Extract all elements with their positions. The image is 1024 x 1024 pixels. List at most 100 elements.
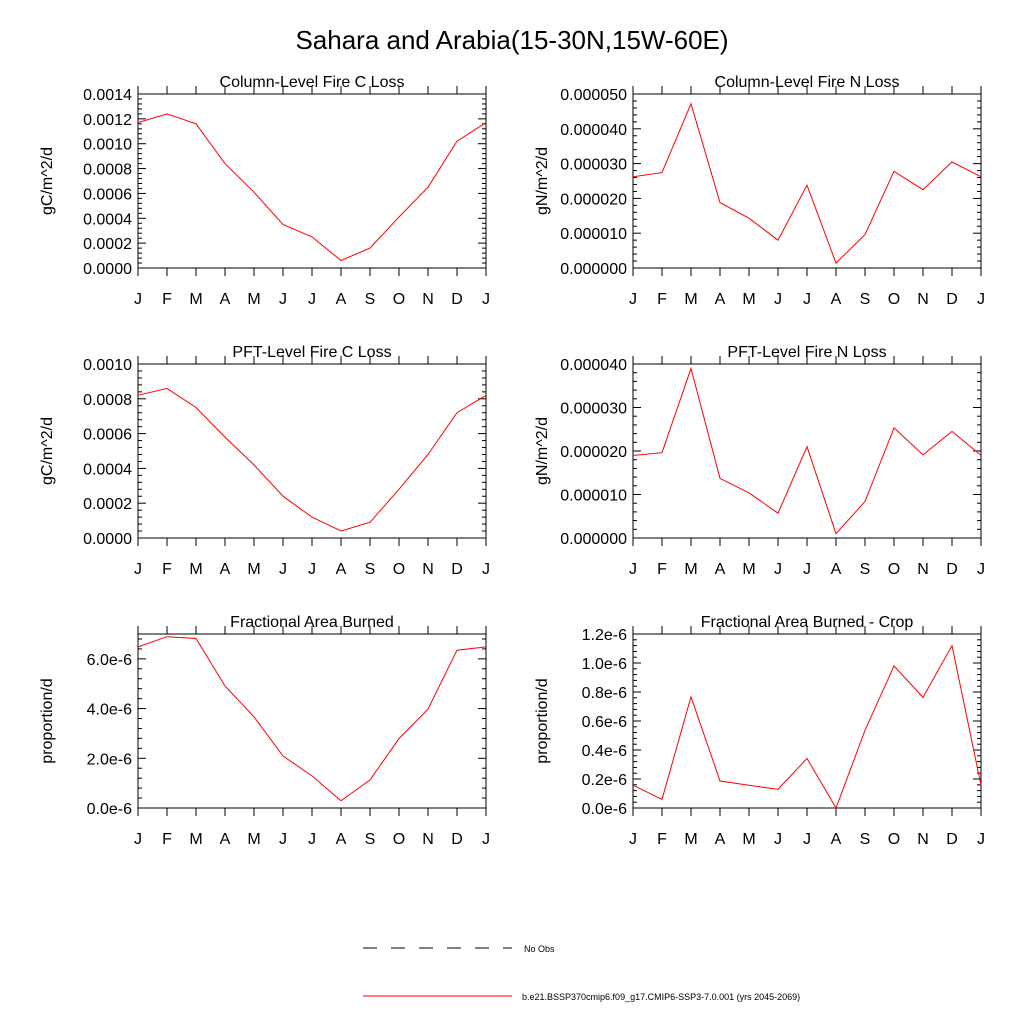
y-tick-label: 0.2e-6: [582, 772, 627, 789]
y-tick-label: 0.0e-6: [582, 801, 627, 818]
y-tick-label: 0.0004: [83, 461, 132, 478]
plot-frame: [632, 633, 982, 809]
x-tick-label: J: [308, 561, 316, 578]
y-tick-label: 0.0004: [83, 211, 132, 228]
x-tick-label: N: [917, 831, 929, 848]
x-tick-label: J: [629, 831, 637, 848]
x-tick-label: S: [860, 291, 871, 308]
y-tick-label: 0.0008: [83, 162, 132, 179]
y-tick-label: 0.0002: [83, 236, 132, 253]
x-tick-label: D: [946, 291, 958, 308]
y-tick-label: 2.0e-6: [87, 751, 132, 768]
y-axis-label: gN/m^2/d: [534, 147, 551, 215]
x-tick-label: J: [134, 831, 142, 848]
x-tick-label: N: [422, 291, 434, 308]
x-tick-label: S: [860, 561, 871, 578]
x-tick-label: N: [422, 831, 434, 848]
x-tick-label: D: [451, 561, 463, 578]
x-tick-label: A: [220, 831, 231, 848]
x-tick-label: S: [365, 831, 376, 848]
y-axis-label: proportion/d: [39, 678, 56, 763]
x-tick-label: A: [831, 291, 842, 308]
y-tick-label: 0.0012: [83, 112, 132, 129]
x-tick-label: A: [831, 831, 842, 848]
x-tick-label: J: [482, 561, 490, 578]
x-tick-label: M: [189, 561, 202, 578]
x-tick-label: M: [189, 291, 202, 308]
x-tick-label: J: [803, 831, 811, 848]
y-tick-label: 0.000010: [560, 226, 627, 243]
x-tick-label: M: [684, 831, 697, 848]
x-tick-label: J: [774, 831, 782, 848]
chart-panel-5: Fractional Area Burned 0.0e-6 2.0e-6 4.0e-6…: [39, 614, 490, 848]
y-tick-label: 0.0010: [83, 137, 132, 154]
x-tick-label: O: [888, 561, 900, 578]
x-tick-label: F: [162, 561, 172, 578]
y-axis-label: gC/m^2/d: [39, 417, 56, 485]
y-tick-label: 1.2e-6: [582, 627, 627, 644]
x-tick-label: J: [134, 291, 142, 308]
x-tick-label: M: [684, 291, 697, 308]
x-tick-label: O: [888, 831, 900, 848]
y-tick-label: 0.000030: [560, 401, 627, 418]
series-line: [137, 636, 487, 802]
x-tick-label: A: [715, 831, 726, 848]
plot-frame: [137, 93, 487, 269]
chart-title: Fractional Area Burned - Crop: [701, 614, 914, 631]
plot-frame: [137, 363, 487, 539]
y-tick-label: 0.8e-6: [582, 685, 627, 702]
x-tick-label: N: [422, 561, 434, 578]
x-tick-label: M: [684, 561, 697, 578]
y-tick-label: 0.0e-6: [87, 801, 132, 818]
x-tick-label: F: [162, 291, 172, 308]
x-tick-label: M: [247, 831, 260, 848]
x-tick-label: A: [336, 561, 347, 578]
x-tick-label: A: [715, 291, 726, 308]
x-tick-label: N: [917, 291, 929, 308]
x-tick-label: D: [451, 831, 463, 848]
x-tick-label: J: [977, 291, 985, 308]
x-tick-label: D: [451, 291, 463, 308]
y-tick-label: 0.000020: [560, 444, 627, 461]
x-tick-label: J: [308, 831, 316, 848]
chart-title: Fractional Area Burned: [230, 614, 394, 631]
x-tick-label: M: [742, 561, 755, 578]
y-tick-label: 0.0006: [83, 186, 132, 203]
x-tick-label: J: [774, 291, 782, 308]
y-tick-label: 0.0010: [83, 357, 132, 374]
series-line: [632, 102, 982, 264]
x-tick-label: A: [220, 291, 231, 308]
x-tick-label: A: [220, 561, 231, 578]
y-axis-label: gC/m^2/d: [39, 147, 56, 215]
x-tick-label: S: [365, 561, 376, 578]
y-tick-label: 0.000020: [560, 191, 627, 208]
x-tick-label: J: [629, 561, 637, 578]
x-tick-label: F: [657, 561, 667, 578]
x-tick-label: F: [657, 831, 667, 848]
x-tick-label: J: [482, 291, 490, 308]
y-tick-label: 4.0e-6: [87, 702, 132, 719]
y-axis-label: proportion/d: [534, 678, 551, 763]
chart-panel-1: Column-Level Fire C Loss 0.0000 0.0002 0.00…: [39, 74, 490, 308]
series-line: [632, 644, 982, 810]
x-tick-label: S: [860, 831, 871, 848]
figure-title: Sahara and Arabia(15-30N,15W-60E): [295, 25, 728, 55]
y-tick-label: 1.0e-6: [582, 656, 627, 673]
chart-panel-4: PFT-Level Fire N Loss 0.000000 0.000010 0.0…: [534, 344, 985, 578]
chart-panel-3: PFT-Level Fire C Loss 0.0000 0.0002 0.0004 0…: [39, 344, 490, 578]
chart-title: PFT-Level Fire N Loss: [727, 344, 886, 361]
x-tick-label: O: [393, 291, 405, 308]
panels: Column-Level Fire C Loss 0.0000 0.0002 0.00…: [39, 74, 985, 848]
legend: No Obs b.e21.BSSP370cmip6.f09_g17.CMIP6-…: [363, 944, 800, 1002]
series-line: [137, 113, 487, 262]
x-tick-label: M: [189, 831, 202, 848]
x-tick-label: J: [279, 291, 287, 308]
x-tick-label: A: [336, 291, 347, 308]
x-tick-label: A: [715, 561, 726, 578]
x-tick-label: J: [977, 561, 985, 578]
x-tick-label: M: [247, 561, 260, 578]
x-tick-label: J: [803, 291, 811, 308]
y-tick-label: 0.0014: [83, 87, 132, 104]
legend-label-no-obs: No Obs: [524, 944, 555, 954]
